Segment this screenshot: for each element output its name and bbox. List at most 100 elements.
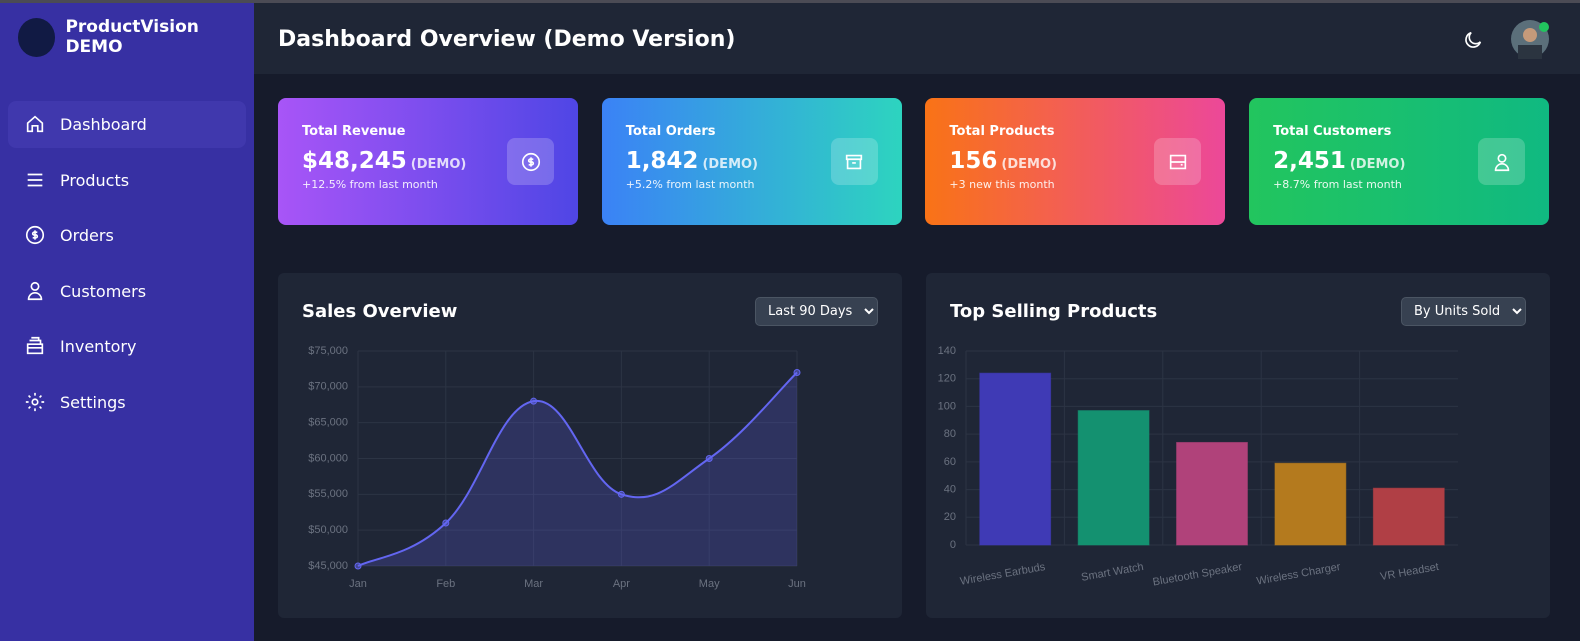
point [442,519,450,527]
stat-card: Total Orders 1,842 (DEMO) +5.2% from last m… [601,98,902,225]
nav-item[interactable]: Settings [8,379,246,426]
card-value-row: 156 (DEMO) [949,148,1201,174]
y-tick-label: 140 [938,345,956,357]
x-tick-label: Jan [349,578,367,590]
brand[interactable]: ProductVision DEMO [18,17,254,57]
point [354,562,362,570]
y-tick-label: 120 [938,373,956,385]
card-value: $48,245 [302,148,407,174]
sales-panel: Sales Overview Last 90 Days [278,273,902,618]
nav-label: Inventory [60,337,137,356]
card-value-row: 1,842 (DEMO) [626,148,878,174]
chart-title: Top Selling Products [950,301,1158,322]
card-label: Total Products [949,124,1055,139]
y-tick-label: 80 [944,428,956,440]
range-select[interactable]: Last 90 Days [755,297,878,326]
bar [1077,410,1150,546]
card-note: +3 new this month [949,178,1055,191]
x-tick-label: Apr [613,578,630,590]
sidebar: ProductVision DEMO Dashboard Products Orde… [0,0,254,641]
line [357,371,798,567]
card-icon [1478,138,1526,185]
nav-label: Settings [60,392,126,412]
chart-title: Sales Overview [302,301,458,322]
x-tick-label: Jun [788,578,806,590]
theme-toggle[interactable] [1462,29,1484,51]
nav-item[interactable]: Dashboard [8,101,246,148]
x-tick-label: May [699,578,720,590]
card-value-row: $48,245 (DEMO) [302,148,554,174]
nav-label: Orders [60,226,114,245]
stat-card: Total Revenue $48,245 (DEMO) +12.5% from la… [278,98,578,225]
y-tick-label: $60,000 [308,452,348,464]
y-tick-label: $70,000 [308,381,348,393]
x-tick-label: Wireless Charger [1256,561,1342,588]
card-value: 1,842 [625,148,699,174]
products-panel: Top Selling Products By Units Sold [926,273,1550,618]
stat-card: Total Products 156 (DEMO) +3 new this month [925,98,1226,225]
card-note: +8.7% from last month [1273,178,1402,191]
header: Dashboard Overview (Demo Version) [254,0,1580,74]
y-tick-label: 20 [944,511,956,523]
nav-label: Products [60,170,130,190]
y-tick-label: $50,000 [308,524,348,536]
card-icon [1154,138,1202,185]
bar [979,372,1052,546]
stat-card: Total Customers 2,451 (DEMO) +8.7% from las… [1249,98,1550,225]
brand-name: ProductVision DEMO [65,17,199,57]
x-tick-label: Feb [436,578,455,590]
card-value: 156 [949,148,998,174]
area [358,372,797,566]
point [617,490,625,498]
y-tick-label: 100 [938,400,956,412]
products-chart: 0 20 40 60 80 100 120 140 Wireless Earbuds Smart … [938,345,1458,589]
nav-icon [25,392,45,411]
bar [1274,462,1347,546]
icon [1169,154,1187,169]
icon [1494,153,1509,171]
nav-icon [26,115,44,133]
card-tag: (DEMO) [1349,157,1406,172]
logo [18,17,56,57]
card-tag: (DEMO) [702,157,758,172]
nav-item[interactable]: Customers [8,268,246,315]
avatar[interactable] [1510,19,1550,59]
x-tick-label: Smart Watch [1080,561,1144,584]
point [705,455,713,462]
sales-chart: $45,000 $50,000 $55,000 $60,000 $65,000 $70,0… [308,345,806,590]
icon [521,152,540,171]
y-tick-label: $65,000 [308,417,348,429]
card-label: Total Orders [625,124,716,139]
y-tick-label: $55,000 [308,488,348,500]
card-value-row: 2,451 (DEMO) [1273,148,1525,174]
nav-label: Dashboard [60,115,147,134]
card-value: 2,451 [1273,148,1346,174]
y-tick-label: $45,000 [308,560,348,572]
nav-icon [26,336,44,355]
card-icon [830,138,878,185]
y-tick-label: $75,000 [308,345,348,357]
x-tick-label: Mar [524,578,543,590]
page-title: Dashboard Overview (Demo Version) [278,27,736,52]
nav-icon [27,281,43,300]
card-label: Total Revenue [302,124,406,139]
nav-icon [27,173,43,186]
nav-item[interactable]: Orders [8,212,246,259]
bar [1372,487,1445,546]
y-tick-label: 60 [944,456,956,468]
nav-label: Customers [60,281,147,301]
nav-item[interactable]: Inventory [8,323,246,370]
nav-item[interactable]: Products [8,157,246,204]
card-tag: (DEMO) [1001,157,1057,172]
nav-icon [26,225,44,245]
card-note: +12.5% from last month [302,178,438,191]
metric-select[interactable]: By Units Sold [1401,297,1526,326]
x-tick-label: Wireless Earbuds [959,561,1046,588]
y-tick-label: 0 [950,539,956,551]
point [793,369,801,376]
card-label: Total Customers [1273,124,1392,139]
x-tick-label: Bluetooth Speaker [1152,561,1244,589]
point [530,397,538,405]
bar [1176,441,1248,546]
